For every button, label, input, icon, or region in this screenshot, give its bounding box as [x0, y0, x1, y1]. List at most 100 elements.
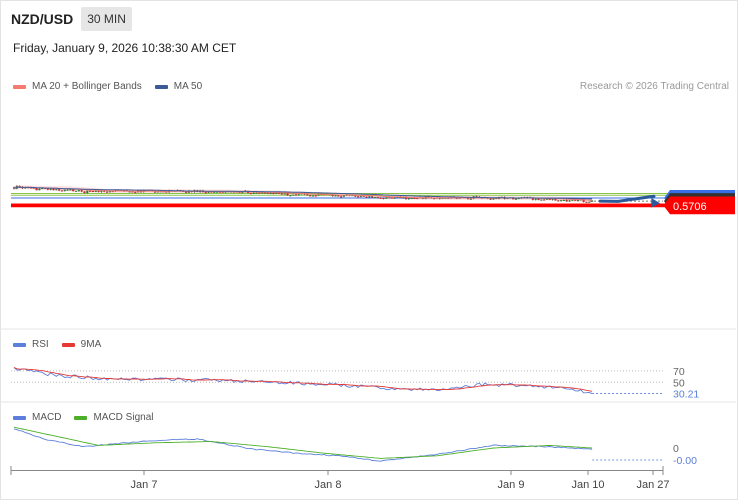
legend-ma50-label: MA 50 — [173, 81, 203, 92]
candle-body — [571, 199, 574, 201]
rsi-swatch — [13, 342, 26, 347]
candle-body — [224, 191, 227, 193]
candle-body — [309, 195, 312, 197]
candle-body — [77, 190, 80, 192]
candle-body — [46, 188, 49, 190]
candle-body — [49, 188, 52, 190]
candle-body — [275, 192, 278, 194]
candle-body — [534, 198, 537, 200]
rsi-ma-line — [13, 367, 593, 392]
candle-body — [373, 197, 377, 199]
candle-body — [261, 192, 264, 194]
ma20-swatch — [13, 84, 26, 89]
candle-body — [314, 195, 317, 197]
candle-body — [35, 188, 38, 191]
candle-body — [128, 191, 131, 193]
candle-body — [52, 188, 55, 191]
candle-body — [354, 194, 357, 197]
candle-body — [585, 201, 588, 203]
legend-rsi-label: RSI — [32, 339, 49, 350]
chart-header: NZD/USD 30 MIN — [11, 7, 132, 31]
x-axis-tick-label: Jan 8 — [315, 479, 342, 491]
candle-body — [277, 192, 281, 194]
candle-body — [72, 189, 75, 192]
candle-body — [32, 187, 35, 189]
timeframe-button[interactable]: 30 MIN — [81, 7, 132, 31]
candle-body — [489, 198, 492, 200]
candle-body — [588, 201, 591, 203]
candle-body — [204, 192, 207, 194]
candle-body — [416, 198, 419, 200]
ma50-swatch — [154, 84, 168, 89]
candle-body — [492, 197, 495, 200]
candle-body — [272, 192, 275, 194]
candle-body — [557, 200, 560, 202]
candle-body — [100, 190, 103, 192]
candle-body — [213, 191, 216, 193]
candle-body — [371, 196, 374, 198]
candle-body — [241, 192, 244, 194]
candle-body — [108, 191, 111, 193]
candle-body — [269, 192, 272, 194]
macd-line — [13, 428, 593, 462]
candle-body — [258, 192, 261, 194]
candle-body — [207, 191, 210, 193]
candle-body — [29, 187, 33, 189]
candle-body — [311, 195, 315, 197]
rsi-level-label: 50 — [673, 377, 685, 389]
candle-body — [368, 196, 371, 198]
candle-body — [376, 197, 379, 199]
candle-body — [187, 190, 190, 193]
candle-body — [89, 190, 92, 192]
candle-body — [252, 192, 255, 194]
legend-ma20-label: MA 20 + Bollinger Bands — [32, 81, 142, 92]
candle-body — [574, 199, 577, 201]
candle-body — [289, 195, 292, 197]
candle-body — [210, 191, 213, 193]
candle-body — [221, 191, 224, 193]
candle-body — [407, 198, 410, 200]
candle-body — [582, 199, 585, 202]
rsi-last-value-label: 30.21 — [673, 389, 699, 401]
legend-ma50: MA 50 — [154, 81, 203, 92]
candle-body — [69, 189, 72, 191]
candle-body — [134, 192, 137, 194]
candle-body — [105, 191, 109, 193]
candle-body — [337, 195, 340, 197]
candle-body — [512, 197, 515, 200]
price-legend: MA 20 + Bollinger Bands MA 50 — [13, 81, 215, 92]
candle-body — [576, 199, 580, 201]
candle-body — [334, 195, 337, 197]
candle-body — [66, 189, 69, 191]
candle-body — [249, 193, 252, 195]
rsi-line — [13, 367, 593, 395]
candle-body — [340, 196, 343, 198]
candle-body — [387, 197, 391, 199]
candle-body — [74, 190, 78, 192]
candle-body — [294, 194, 298, 196]
candle-body — [97, 190, 100, 192]
candle-body — [292, 194, 295, 196]
macd-last-value-label: -0.00 — [673, 455, 697, 467]
candle-body — [215, 191, 219, 193]
candle-body — [382, 198, 385, 200]
candle-body — [317, 194, 320, 196]
candle-body — [559, 200, 563, 202]
candle-body — [83, 191, 86, 193]
candle-body — [60, 190, 64, 192]
candle-body — [565, 200, 568, 202]
candle-body — [255, 192, 258, 194]
candle-body — [548, 198, 551, 200]
macd-legend: MACD MACD Signal — [13, 412, 166, 423]
rsi-legend: RSI 9MA — [13, 339, 114, 350]
x-axis-tick-label: Jan 10 — [571, 479, 604, 491]
candle-body — [568, 200, 571, 202]
legend-ma20: MA 20 + Bollinger Bands — [13, 81, 142, 92]
candle-body — [63, 189, 66, 192]
candle-body — [562, 200, 565, 202]
candle-body — [111, 191, 114, 193]
candle-body — [159, 191, 162, 193]
candle-body — [365, 196, 368, 198]
rsi-level-label: 70 — [673, 366, 685, 378]
